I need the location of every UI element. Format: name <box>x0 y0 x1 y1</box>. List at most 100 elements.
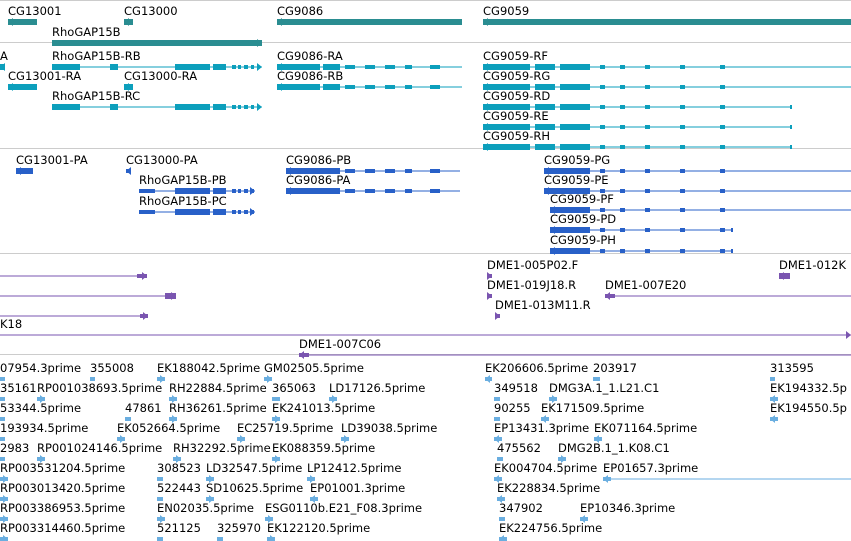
feature-cg13000[interactable]: CG13000 <box>124 4 178 26</box>
feature-349518[interactable]: 349518 <box>494 381 538 401</box>
feature-dme1-007e20[interactable]: DME1-007E20 <box>605 278 851 300</box>
feature-ec25719-5prime[interactable]: EC25719.5prime <box>237 421 333 443</box>
feature-355008[interactable]: 355008 <box>90 361 134 381</box>
feature-rhogap15b-pc[interactable]: RhoGAP15B-PC <box>139 194 255 216</box>
feature-ek004704-5prime[interactable]: EK004704.5prime <box>494 461 597 483</box>
feature-ek224756-5prime[interactable]: EK224756.5prime <box>499 521 602 541</box>
feature-dme1-013m11-r[interactable]: DME1-013M11.R <box>495 298 591 320</box>
feature-35161[interactable]: 35161 <box>0 381 37 401</box>
feature-dme1-005p02-f[interactable]: DME1-005P02.F <box>487 258 578 280</box>
feature-ek088359-5prime[interactable]: EK088359.5prime <box>272 441 375 463</box>
feature-rp003531204-5prime[interactable]: RP003531204.5prime <box>0 461 125 483</box>
feature-esg0110b-e21-f08-3prime[interactable]: ESG0110b.E21_F08.3prime <box>265 501 422 523</box>
feature-lp12412-5prime[interactable]: LP12412.5prime <box>307 461 401 483</box>
feature-rhogap15b-rc[interactable]: RhoGAP15B-RC <box>52 89 262 111</box>
feature-07954-3prime[interactable]: 07954.3prime <box>0 361 81 381</box>
feature-cg9059-ph[interactable]: CG9059-PH <box>550 233 733 255</box>
feature-label: RP001038693.5prime <box>37 381 162 395</box>
feature-rp003314460-5prime[interactable]: RP003314460.5prime <box>0 521 125 541</box>
feature-a[interactable]: A <box>0 49 8 71</box>
feature-rp001024146-5prime[interactable]: RP001024146.5prime <box>37 441 162 463</box>
feature-k18[interactable]: K18 <box>0 317 851 339</box>
feature-cg9086-ra[interactable]: CG9086-RA <box>277 49 462 71</box>
feature-ek194332-5p[interactable]: EK194332.5p <box>770 381 847 403</box>
feature-365063[interactable]: 365063 <box>272 381 316 401</box>
feature-2983[interactable]: 2983 <box>0 441 29 461</box>
feature-unnamed[interactable] <box>0 272 147 280</box>
feature-rhogap15b[interactable]: RhoGAP15B <box>52 25 262 47</box>
feature-ep10346-3prime[interactable]: EP10346.3prime <box>580 501 675 523</box>
feature-cg9059[interactable]: CG9059 <box>483 4 851 26</box>
feature-cg13001-pa[interactable]: CG13001-PA <box>16 153 88 175</box>
feature-cg9059-pd[interactable]: CG9059-PD <box>550 212 733 234</box>
feature-ek188042-5prime[interactable]: EK188042.5prime <box>157 361 260 383</box>
feature-ld39038-5prime[interactable]: LD39038.5prime <box>341 421 437 443</box>
feature-522443[interactable]: 522443 <box>157 481 201 501</box>
feature-ld17126-5prime[interactable]: LD17126.5prime <box>329 381 425 403</box>
feature-en02035-5prime[interactable]: EN02035.5prime <box>157 501 254 523</box>
feature-cg9059-rd[interactable]: CG9059-RD <box>483 89 792 111</box>
feature-cg13001[interactable]: CG13001 <box>8 4 62 26</box>
feature-ek206606-5prime[interactable]: EK206606.5prime <box>485 361 588 383</box>
feature-sd10625-5prime[interactable]: SD10625.5prime <box>206 481 303 503</box>
feature-ek122120-5prime[interactable]: EK122120.5prime <box>267 521 370 541</box>
feature-dmg2b-1-1-k08-c1[interactable]: DMG2B.1_1.K08.C1 <box>558 441 670 463</box>
feature-ek171509-5prime[interactable]: EK171509.5prime <box>541 401 644 423</box>
feature-rp001038693-5prime[interactable]: RP001038693.5prime <box>37 381 162 403</box>
feature-ek052664-5prime[interactable]: EK052664.5prime <box>117 421 220 443</box>
feature-cg9059-re[interactable]: CG9059-RE <box>483 109 792 131</box>
feature-ek071164-5prime[interactable]: EK071164.5prime <box>594 421 697 443</box>
feature-cg9086-pb[interactable]: CG9086-PB <box>286 153 460 175</box>
feature-gm02505-5prime[interactable]: GM02505.5prime <box>264 361 364 383</box>
feature-313595[interactable]: 313595 <box>770 361 814 381</box>
feature-cg9059-rg[interactable]: CG9059-RG <box>483 69 851 91</box>
feature-rp003386953-5prime[interactable]: RP003386953.5prime <box>0 501 125 523</box>
feature-rp003013420-5prime[interactable]: RP003013420.5prime <box>0 481 125 503</box>
feature-cg9059-pf[interactable]: CG9059-PF <box>550 192 851 214</box>
feature-53344-5prime[interactable]: 53344.5prime <box>0 401 81 421</box>
intron-line <box>0 275 147 277</box>
feature-521125[interactable]: 521125 <box>157 521 201 541</box>
feature-rhogap15b-pb[interactable]: RhoGAP15B-PB <box>139 173 255 195</box>
intron-line <box>483 106 792 108</box>
feature-ld32547-5prime[interactable]: LD32547.5prime <box>206 461 302 483</box>
feature-cg9086[interactable]: CG9086 <box>277 4 462 26</box>
feature-cg9059-pg[interactable]: CG9059-PG <box>544 153 851 175</box>
feature-dme1-007c06[interactable]: DME1-007C06 <box>299 337 851 359</box>
feature-ep01001-3prime[interactable]: EP01001.3prime <box>310 481 405 503</box>
feature-dmg3a-1-1-l21-c1[interactable]: DMG3A.1_1.L21.C1 <box>549 381 659 403</box>
feature-308523[interactable]: 308523 <box>157 461 201 481</box>
feature-cg9086-rb[interactable]: CG9086-RB <box>277 69 462 91</box>
feature-90255[interactable]: 90255 <box>494 401 531 421</box>
feature-cg9059-rf[interactable]: CG9059-RF <box>483 49 851 71</box>
feature-ek241013-5prime[interactable]: EK241013.5prime <box>272 401 375 423</box>
feature-unnamed[interactable] <box>0 292 176 300</box>
feature-label: CG9086 <box>277 4 323 18</box>
feature-325970[interactable]: 325970 <box>217 521 261 541</box>
feature-ek228834-5prime[interactable]: EK228834.5prime <box>497 481 600 503</box>
feature-dme1-019j18-r[interactable]: DME1-019J18.R <box>487 278 576 300</box>
feature-cg9059-rh[interactable]: CG9059-RH <box>483 129 792 151</box>
feature-cg13001-ra[interactable]: CG13001-RA <box>8 69 81 91</box>
feature-unnamed[interactable] <box>0 312 148 320</box>
feature-347902[interactable]: 347902 <box>499 501 543 521</box>
feature-cg9059-pe[interactable]: CG9059-PE <box>544 173 851 195</box>
feature-ep01657-3prime[interactable]: EP01657.3prime <box>603 461 851 483</box>
feature-rhogap15b-rb[interactable]: RhoGAP15B-RB <box>52 49 262 71</box>
feature-475562[interactable]: 475562 <box>497 441 541 461</box>
feature-203917[interactable]: 203917 <box>593 361 637 381</box>
feature-rh22884-5prime[interactable]: RH22884.5prime <box>169 381 267 403</box>
feature-ep13431-3prime[interactable]: EP13431.3prime <box>494 421 589 443</box>
feature-cg13000-ra[interactable]: CG13000-RA <box>124 69 197 91</box>
feature-dme1-012k[interactable]: DME1-012K <box>779 258 846 280</box>
feature-193934-5prime[interactable]: 193934.5prime <box>0 421 88 441</box>
feature-cg9086-pa[interactable]: CG9086-PA <box>286 173 460 195</box>
feature-rh36261-5prime[interactable]: RH36261.5prime <box>169 401 267 423</box>
feature-ek194550-5p[interactable]: EK194550.5p <box>770 401 847 423</box>
feature-47861[interactable]: 47861 <box>125 401 162 421</box>
feature-rh32292-5prime[interactable]: RH32292.5prime <box>173 441 271 463</box>
exon-block <box>0 437 5 441</box>
feature-cg13000-pa[interactable]: CG13000-PA <box>126 153 198 175</box>
